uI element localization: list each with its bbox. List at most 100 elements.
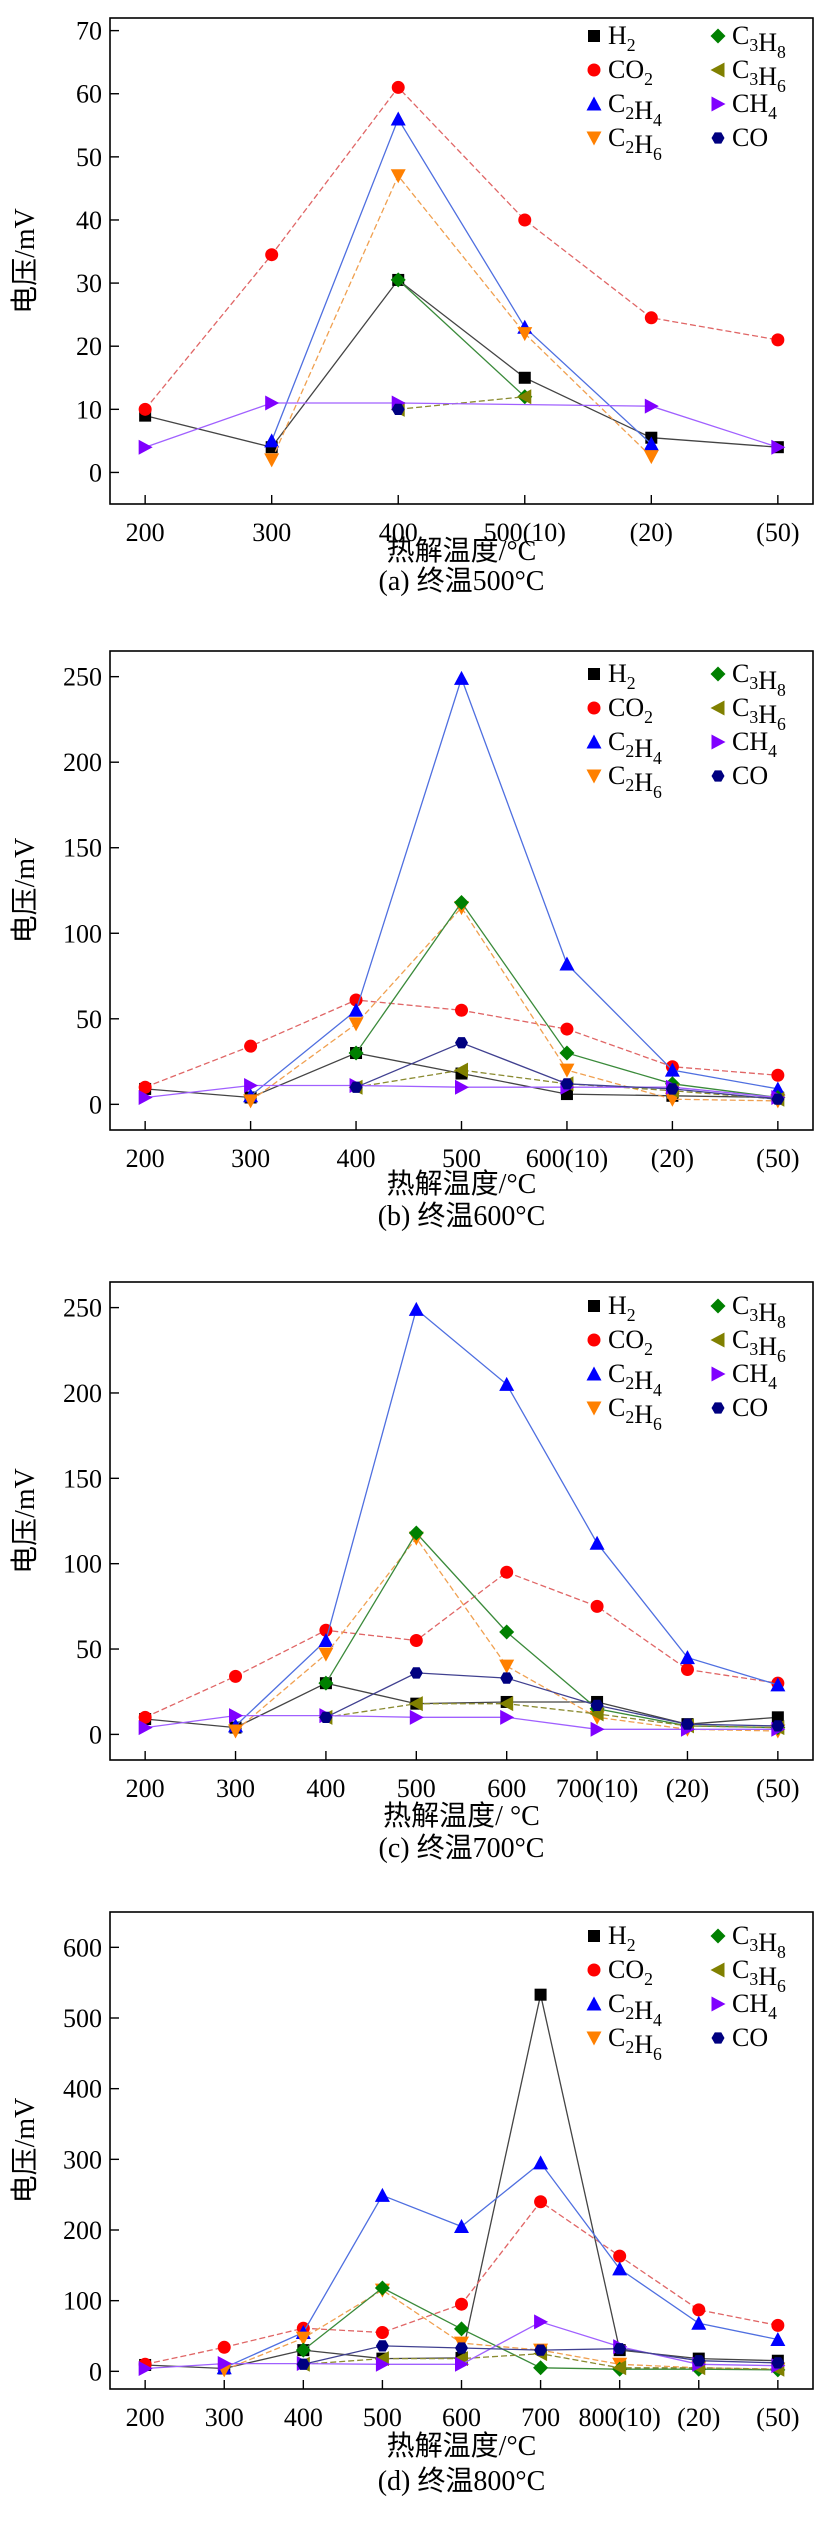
- data-point: [613, 2249, 627, 2263]
- data-point: [517, 389, 532, 405]
- data-point: [590, 1721, 605, 1737]
- data-point: [590, 1699, 604, 1711]
- legend-marker: [586, 96, 602, 111]
- y-tick-label: 600: [63, 1933, 102, 1962]
- data-point: [265, 248, 279, 262]
- legend-marker: [711, 770, 725, 782]
- legend-label: CO2: [608, 1955, 653, 1989]
- data-point: [138, 2361, 153, 2377]
- x-tick-label: 300: [252, 518, 291, 547]
- legend-label: CH4: [732, 89, 777, 123]
- plot-frame: [109, 17, 814, 505]
- series-line: [144, 1571, 778, 1718]
- data-point: [518, 371, 531, 384]
- data-point: [559, 956, 575, 971]
- data-point: [408, 1301, 424, 1316]
- x-tick-label: 600: [442, 2403, 481, 2432]
- data-point: [229, 1708, 244, 1724]
- legend-marker: [586, 769, 602, 784]
- y-tick-label: 200: [63, 1379, 102, 1408]
- data-point: [295, 2342, 311, 2358]
- x-tick-label: (20): [630, 518, 673, 547]
- series-c3h8: [348, 894, 786, 1105]
- legend-marker: [710, 62, 725, 78]
- data-point: [499, 1659, 515, 1674]
- data-point: [500, 1565, 514, 1579]
- data-point: [534, 2195, 548, 2209]
- x-axis-label: 热解温度/°C: [387, 1168, 537, 1200]
- data-point: [644, 311, 658, 325]
- data-point: [296, 2358, 310, 2370]
- data-point: [679, 1650, 695, 1665]
- y-tick-label: 200: [63, 748, 102, 777]
- legend-label: CO2: [608, 55, 653, 89]
- y-tick-label: 200: [63, 2216, 102, 2245]
- legend-marker: [588, 30, 600, 42]
- data-point: [318, 1647, 334, 1662]
- x-tick-label: 400: [337, 1144, 376, 1173]
- data-point: [589, 1535, 605, 1550]
- y-tick-label: 250: [63, 663, 102, 692]
- series-line: [144, 86, 779, 410]
- data-point: [643, 450, 659, 465]
- legend-label: CO: [732, 123, 768, 152]
- legend-marker: [710, 700, 725, 716]
- y-tick-label: 100: [63, 919, 102, 948]
- legend-marker: [710, 666, 726, 682]
- data-point: [265, 395, 280, 411]
- series-line: [145, 278, 778, 448]
- data-point: [454, 2218, 469, 2233]
- data-point: [348, 1002, 364, 1017]
- data-point: [217, 2356, 232, 2372]
- legend-marker: [710, 28, 726, 44]
- data-point: [664, 1062, 680, 1077]
- y-axis-label: 电压/mV: [9, 208, 41, 314]
- data-point: [665, 1083, 679, 1095]
- series-co2: [138, 1565, 785, 1724]
- legend-marker: [711, 734, 726, 750]
- data-point: [318, 1675, 334, 1691]
- x-tick-label: 300: [216, 1774, 255, 1803]
- series-c2h6: [264, 169, 659, 468]
- legend-label: CO2: [608, 1325, 653, 1359]
- legend-label: H2: [608, 1291, 636, 1325]
- y-tick-label: 0: [89, 458, 102, 487]
- series-co: [391, 403, 405, 415]
- data-point: [499, 1624, 515, 1640]
- legend-marker: [586, 1401, 602, 1416]
- data-point: [228, 1724, 244, 1739]
- legend-label: CO: [732, 2023, 768, 2052]
- data-point: [391, 80, 405, 94]
- legend-marker: [586, 1996, 602, 2011]
- data-point: [613, 2343, 627, 2355]
- series-line: [250, 676, 779, 1097]
- legend-label: C3H6: [732, 1325, 786, 1366]
- x-tick-label: (20): [651, 1144, 694, 1173]
- data-point: [771, 439, 786, 455]
- x-tick-label: 700(10): [556, 1774, 638, 1803]
- y-tick-label: 60: [76, 80, 102, 109]
- data-point: [375, 2325, 389, 2339]
- y-tick-label: 50: [76, 1635, 102, 1664]
- x-tick-label: 200: [126, 2403, 165, 2432]
- y-tick-label: 150: [63, 1464, 102, 1493]
- x-tick-label: 200: [126, 1774, 165, 1803]
- legend-label: H2: [608, 21, 636, 55]
- legend-label: CH4: [732, 1989, 777, 2023]
- data-point: [533, 2155, 549, 2170]
- x-tick-label: 200: [126, 1144, 165, 1173]
- series-c3h8: [318, 1525, 786, 1736]
- legend-label: C3H6: [732, 693, 786, 734]
- data-point: [390, 111, 406, 126]
- series-co2: [138, 80, 785, 416]
- data-point: [391, 403, 405, 415]
- data-point: [771, 2318, 785, 2332]
- legend-marker: [587, 701, 601, 715]
- y-axis-label: 电压/mV: [9, 838, 41, 944]
- legend-label: C2H6: [608, 123, 662, 164]
- x-axis-label: 热解温度/ °C: [383, 1800, 540, 1832]
- x-tick-label: 400: [306, 1774, 345, 1803]
- data-point: [644, 398, 659, 414]
